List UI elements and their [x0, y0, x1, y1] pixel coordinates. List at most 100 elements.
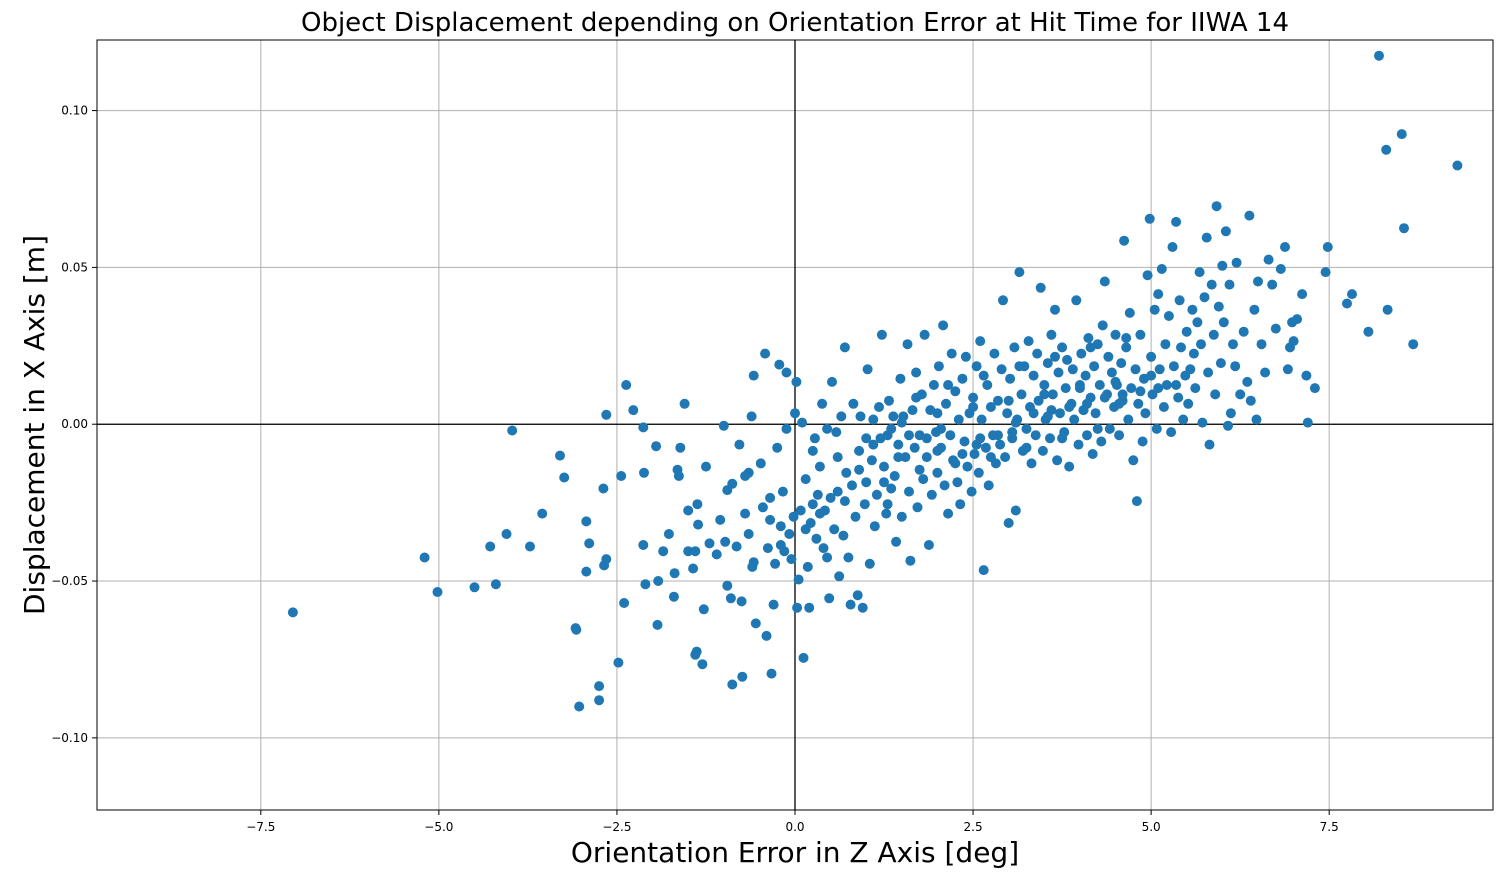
data-point — [791, 376, 802, 387]
data-point — [1176, 342, 1186, 353]
data-point — [485, 541, 496, 552]
data-point — [888, 411, 899, 422]
y-tick-label: −0.10 — [51, 731, 88, 745]
data-point — [968, 392, 979, 403]
data-point — [811, 533, 822, 544]
data-point — [968, 402, 979, 412]
data-point — [571, 624, 582, 635]
data-point — [943, 380, 954, 390]
data-point — [613, 657, 624, 668]
data-point — [1057, 433, 1068, 444]
data-point — [959, 436, 970, 447]
x-tick-label: 5.0 — [1142, 820, 1161, 834]
data-point — [911, 367, 922, 378]
data-point — [1144, 213, 1155, 224]
data-point — [525, 541, 535, 552]
data-point — [1073, 439, 1084, 450]
data-point — [581, 516, 592, 527]
data-point — [802, 561, 813, 572]
data-point — [822, 423, 833, 434]
data-point — [933, 361, 944, 372]
data-point — [1014, 361, 1025, 372]
data-point — [950, 458, 961, 469]
data-point — [921, 452, 932, 463]
data-point — [975, 336, 986, 347]
data-point — [688, 563, 699, 574]
data-point — [1046, 329, 1057, 340]
data-point — [679, 398, 690, 409]
data-point — [932, 467, 943, 478]
data-point — [1094, 380, 1105, 390]
data-point — [983, 480, 994, 491]
data-point — [1074, 383, 1085, 394]
data-point — [866, 455, 877, 466]
data-point — [1320, 267, 1331, 278]
data-point — [1106, 367, 1117, 378]
data-point — [1204, 439, 1215, 450]
data-point — [555, 450, 565, 461]
data-point — [946, 348, 957, 359]
data-point — [882, 499, 893, 510]
data-point — [1245, 395, 1256, 406]
data-point — [1069, 414, 1080, 425]
data-point — [1231, 257, 1242, 268]
data-point — [715, 514, 726, 525]
data-point — [1196, 339, 1206, 350]
data-point — [1167, 242, 1178, 252]
data-point — [818, 543, 829, 554]
data-point — [718, 420, 729, 431]
data-point — [1003, 518, 1014, 528]
data-point — [896, 511, 907, 522]
data-point — [966, 486, 977, 497]
data-point — [1396, 129, 1407, 140]
data-point — [748, 370, 759, 381]
data-point — [469, 582, 480, 593]
data-point — [775, 521, 786, 532]
data-point — [765, 492, 776, 503]
data-point — [1028, 408, 1039, 419]
data-point — [1021, 442, 1032, 453]
data-point — [1099, 276, 1110, 287]
data-point — [746, 411, 757, 422]
data-point — [755, 458, 766, 469]
data-point — [740, 471, 751, 481]
data-point — [1140, 408, 1151, 419]
data-point — [765, 514, 776, 525]
data-point — [836, 411, 847, 422]
data-point — [822, 552, 833, 563]
data-point — [814, 461, 825, 472]
data-point — [1322, 242, 1333, 252]
data-point — [1071, 295, 1082, 306]
data-point — [989, 348, 1000, 359]
data-point — [1256, 339, 1267, 350]
data-point — [628, 405, 639, 416]
data-point — [1090, 408, 1101, 419]
data-point — [814, 508, 825, 519]
data-point — [950, 386, 961, 397]
data-point — [743, 529, 754, 539]
data-point — [727, 679, 738, 690]
data-point — [1085, 342, 1096, 353]
data-point — [971, 439, 982, 450]
data-point — [1215, 358, 1226, 369]
data-point — [945, 430, 956, 441]
data-point — [1263, 254, 1274, 265]
data-point — [914, 464, 925, 475]
data-point — [673, 471, 684, 481]
data-point — [978, 565, 989, 576]
data-point — [784, 529, 795, 539]
data-point — [854, 464, 865, 475]
data-point — [886, 483, 897, 494]
data-point — [1275, 264, 1286, 274]
data-point — [879, 461, 889, 472]
data-point — [861, 477, 872, 488]
data-point — [855, 411, 866, 422]
data-point — [852, 590, 863, 601]
data-point — [507, 425, 518, 436]
data-point — [1249, 304, 1260, 315]
data-point — [1309, 383, 1320, 394]
data-point — [839, 342, 850, 353]
data-point — [827, 376, 837, 387]
y-axis-label: Displacement in X Axis [m] — [18, 235, 51, 615]
